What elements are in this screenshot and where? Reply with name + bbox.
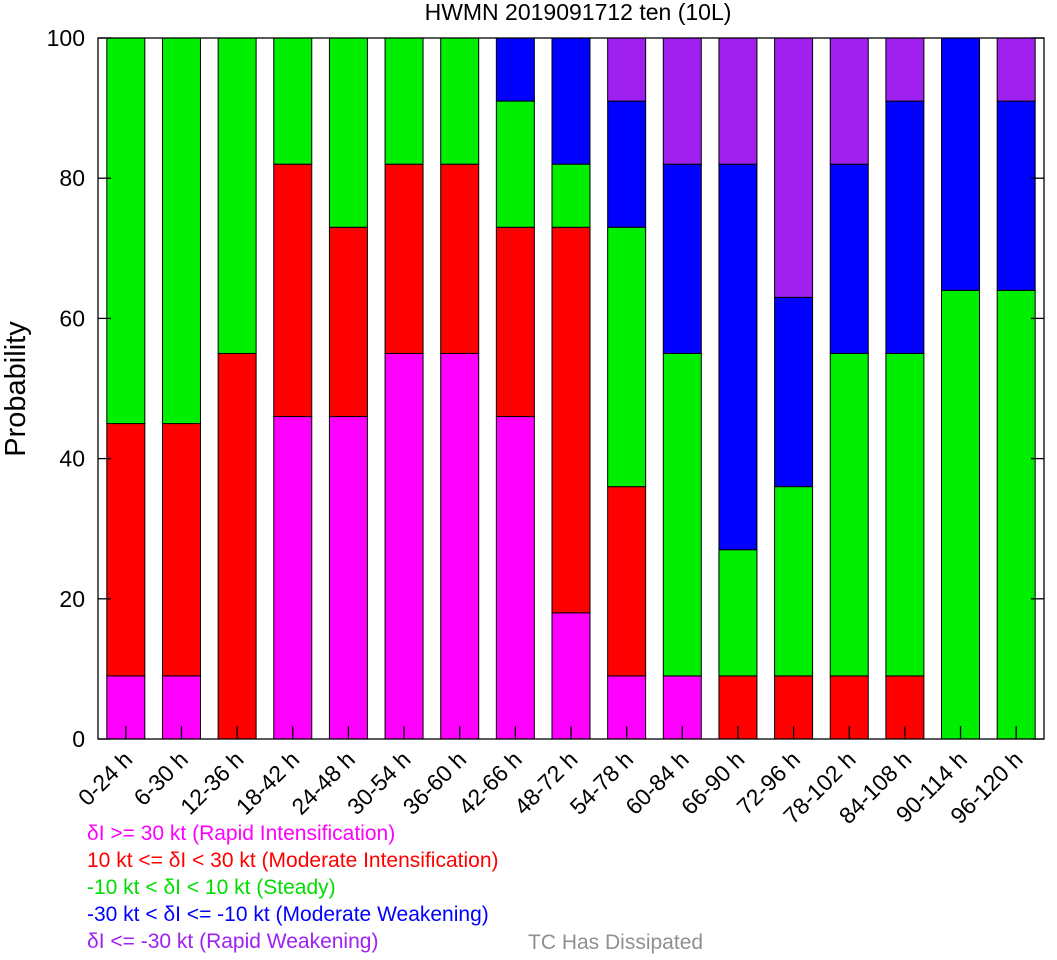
bar-48-72h-series-2 — [551, 226, 591, 614]
y-axis-label: Probability — [0, 321, 32, 457]
x-tick-label: 0-24 h — [73, 746, 138, 811]
bar-84-108h-series-5 — [885, 37, 925, 102]
bar-90-114h-series-3 — [941, 289, 981, 740]
bar-36-60h-series-1 — [440, 352, 480, 740]
bar-72-96h-series-3 — [774, 486, 814, 677]
legend-entry-1: δI >= 30 kt (Rapid Intensification) — [87, 822, 396, 845]
bar-66-90h-series-5 — [718, 37, 758, 165]
bar-54-78h-series-4 — [607, 100, 647, 228]
bar-48-72h-series-1 — [551, 612, 591, 740]
bar-42-66h-series-4 — [495, 37, 535, 102]
bar-54-78h-series-2 — [607, 486, 647, 677]
bar-36-60h-series-2 — [440, 163, 480, 354]
bar-96-120h-series-5 — [996, 37, 1036, 102]
bar-12-36h-series-3 — [217, 37, 257, 354]
y-tick-label: 20 — [59, 586, 85, 612]
bar-30-54h-series-2 — [384, 163, 424, 354]
bar-96-120h-series-4 — [996, 100, 1036, 291]
chart-title: HWMN 2019091712 ten (10L) — [425, 0, 732, 25]
bar-72-96h-series-4 — [774, 296, 814, 488]
bar-6-30h-series-3 — [161, 37, 201, 425]
bar-24-48h-series-3 — [328, 37, 368, 228]
y-tick-label: 100 — [47, 25, 85, 51]
y-tick-label: 0 — [72, 726, 85, 752]
bar-60-84h-series-4 — [662, 163, 702, 354]
bar-96-120h-series-3 — [996, 289, 1036, 740]
bar-66-90h-series-4 — [718, 163, 758, 551]
legend-entry-3: -10 kt < δI < 10 kt (Steady) — [87, 876, 336, 899]
bar-0-24h-series-3 — [106, 37, 146, 425]
legend-entry-2: 10 kt <= δI < 30 kt (Moderate Intensific… — [87, 849, 499, 872]
bars-group — [106, 37, 1036, 740]
bar-24-48h-series-1 — [328, 416, 368, 740]
bar-48-72h-series-3 — [551, 163, 591, 228]
bar-72-96h-series-5 — [774, 37, 814, 298]
bar-60-84h-series-5 — [662, 37, 702, 165]
bar-18-42h-series-3 — [273, 37, 313, 165]
bar-78-102h-series-3 — [829, 352, 869, 677]
bar-60-84h-series-3 — [662, 352, 702, 677]
bar-0-24h-series-2 — [106, 423, 146, 677]
bar-78-102h-series-4 — [829, 163, 869, 354]
bar-90-114h-series-4 — [941, 37, 981, 291]
bar-42-66h-series-1 — [495, 416, 535, 740]
bar-30-54h-series-3 — [384, 37, 424, 165]
bar-54-78h-series-3 — [607, 226, 647, 488]
legend-note-tc-dissipated: TC Has Dissipated — [528, 931, 704, 954]
bar-78-102h-series-5 — [829, 37, 869, 165]
legend-entry-5: δI <= -30 kt (Rapid Weakening) — [87, 930, 379, 953]
legend-entry-4: -30 kt < δI <= -10 kt (Moderate Weakenin… — [87, 903, 489, 926]
bar-66-90h-series-3 — [718, 549, 758, 677]
y-tick-label: 80 — [59, 165, 85, 191]
bar-36-60h-series-3 — [440, 37, 480, 165]
y-tick-label: 60 — [59, 305, 85, 331]
bar-12-36h-series-2 — [217, 352, 257, 740]
bar-42-66h-series-3 — [495, 100, 535, 228]
bar-30-54h-series-1 — [384, 352, 424, 740]
bar-54-78h-series-5 — [607, 37, 647, 102]
bar-48-72h-series-4 — [551, 37, 591, 165]
y-tick-label: 40 — [59, 446, 85, 472]
bar-18-42h-series-2 — [273, 163, 313, 418]
bar-18-42h-series-1 — [273, 416, 313, 740]
bar-84-108h-series-3 — [885, 352, 925, 677]
bar-84-108h-series-4 — [885, 100, 925, 354]
bar-42-66h-series-2 — [495, 226, 535, 418]
bar-24-48h-series-2 — [328, 226, 368, 418]
bar-6-30h-series-2 — [161, 423, 201, 677]
